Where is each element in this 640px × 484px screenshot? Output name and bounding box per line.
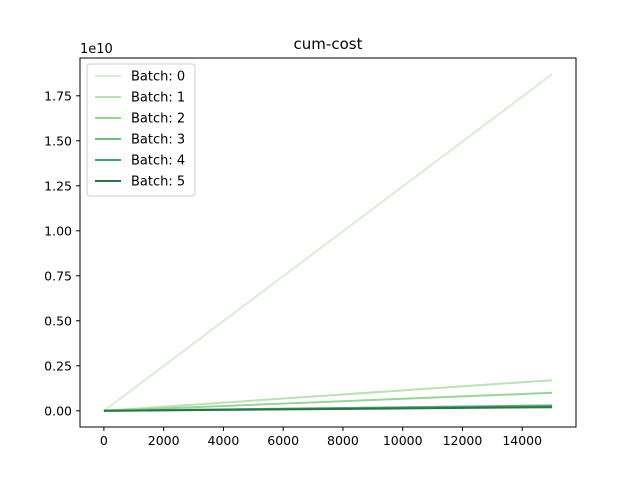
x-tick-label: 8000 bbox=[327, 433, 359, 448]
series-line-batch-5 bbox=[103, 406, 553, 412]
y-tick-label: 1.00 bbox=[44, 223, 72, 238]
series-layer bbox=[103, 73, 553, 412]
series-line-batch-0 bbox=[103, 73, 553, 412]
x-tick-label: 12000 bbox=[443, 433, 483, 448]
y-tick-label: 0.00 bbox=[44, 403, 72, 418]
axes: 0 2000 4000 6000 8000 10000 12000 14000 0.00 0.25… bbox=[44, 57, 577, 448]
y-tick-label: 0.25 bbox=[44, 358, 72, 373]
series-line-batch-2 bbox=[103, 391, 553, 412]
legend-label-batch-3: Batch: 3 bbox=[131, 133, 185, 148]
legend-label-batch-4: Batch: 4 bbox=[131, 154, 185, 169]
x-tick-label: 6000 bbox=[267, 433, 299, 448]
legend-label-batch-2: Batch: 2 bbox=[131, 112, 185, 127]
y-tick-label: 1.75 bbox=[44, 88, 72, 103]
x-tick-label: 14000 bbox=[502, 433, 542, 448]
y-tick-label: 1.50 bbox=[44, 133, 72, 148]
legend-label-batch-1: Batch: 1 bbox=[131, 91, 185, 106]
legend-label-batch-0: Batch: 0 bbox=[131, 70, 185, 85]
y-tick-label: 0.50 bbox=[44, 313, 72, 328]
y-tick-label: 1.25 bbox=[44, 178, 72, 193]
y-tick-label: 0.75 bbox=[44, 268, 72, 283]
legend-label-batch-5: Batch: 5 bbox=[131, 175, 185, 190]
plot-frame bbox=[79, 57, 577, 428]
x-tick-label: 10000 bbox=[383, 433, 423, 448]
x-tick-label: 4000 bbox=[208, 433, 240, 448]
legend: Batch: 0 Batch: 1 Batch: 2 Batch: 3 Batch: 4… bbox=[86, 63, 196, 197]
series-line-batch-1 bbox=[103, 379, 553, 412]
y-axis-offset-label: 1e10 bbox=[80, 42, 113, 57]
x-tick-label: 0 bbox=[100, 433, 108, 448]
x-tick-label: 2000 bbox=[148, 433, 180, 448]
chart-title: cum-cost bbox=[294, 35, 363, 53]
